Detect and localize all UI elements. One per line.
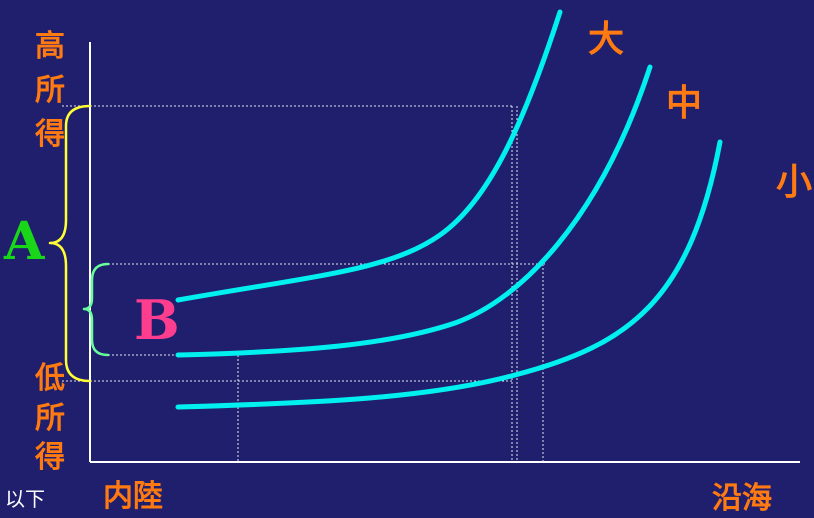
brace-b (82, 262, 110, 357)
label-below: 以下 (5, 487, 45, 511)
label-small: 小 (776, 162, 812, 203)
label-large: 大 (588, 19, 624, 60)
high-income-char-1: 高 (35, 29, 65, 64)
label-medium: 中 (666, 83, 702, 124)
curve-large (175, 9, 563, 303)
curve-medium (175, 64, 653, 358)
gap-label-a: A (3, 211, 45, 272)
brace-a (48, 104, 92, 383)
low-income-char-2: 所 (35, 401, 65, 436)
axes (89, 42, 800, 463)
high-income-char-2: 所 (35, 73, 65, 108)
text-labels: 高 所 得 低 所 得 大 中 小 内陸 沿海 以下 A B (3, 19, 812, 516)
curves (175, 9, 723, 410)
high-income-char-3: 得 (34, 117, 65, 152)
guide-lines (62, 105, 545, 462)
gap-label-b: B (134, 288, 180, 352)
label-inland: 内陸 (103, 479, 163, 514)
low-income-char-3: 得 (34, 440, 65, 475)
curve-small (175, 139, 723, 410)
low-income-char-1: 低 (34, 361, 65, 396)
braces (48, 104, 110, 383)
label-coastal: 沿海 (712, 481, 772, 516)
